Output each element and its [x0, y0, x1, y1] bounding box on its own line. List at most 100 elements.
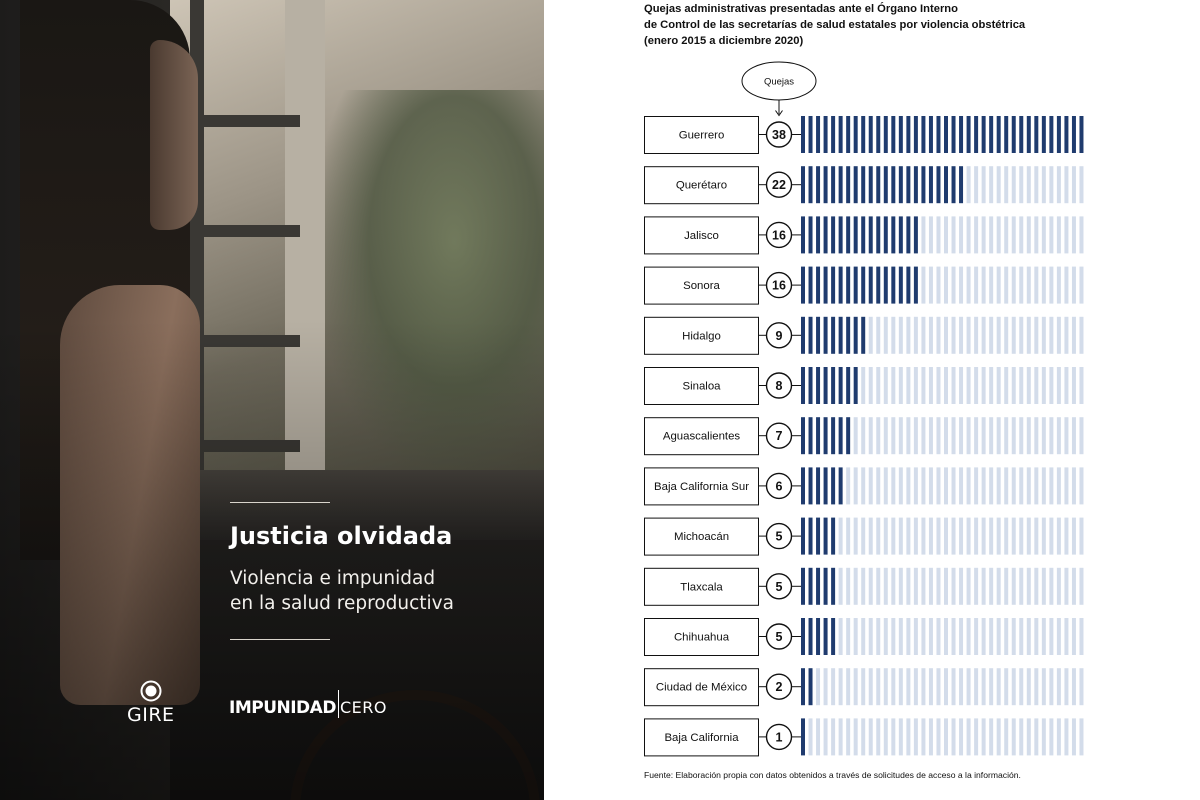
bar-unit-empty: [936, 718, 941, 756]
bar-unit-empty: [1056, 216, 1061, 254]
bar-unit-empty: [1041, 367, 1046, 404]
bar-unit-empty: [1071, 417, 1076, 455]
bar-unit-empty: [891, 567, 896, 605]
bar-unit-empty: [1004, 467, 1009, 505]
bar-unit-empty: [936, 517, 941, 555]
bar-unit-empty: [1079, 216, 1084, 254]
bar-unit-empty: [846, 618, 851, 655]
bar-unit-empty: [1079, 668, 1084, 706]
cover-title: Justicia olvidada: [230, 522, 453, 550]
bar-unit-empty: [906, 567, 911, 605]
bar-unit-empty: [1019, 266, 1024, 304]
bar-unit-filled: [808, 166, 813, 204]
bar-unit-filled: [876, 216, 881, 254]
bar-unit-empty: [861, 367, 866, 404]
bar-unit-filled: [853, 316, 858, 354]
bar-unit-empty: [989, 668, 994, 706]
cover-subtitle: Violencia e impunidad en la salud reprod…: [230, 566, 520, 616]
bar-unit-empty: [1034, 316, 1039, 354]
bar-unit-empty: [974, 216, 979, 254]
bar-unit-empty: [1071, 517, 1076, 555]
bar-unit-filled: [831, 166, 836, 204]
bar-unit-empty: [1026, 517, 1031, 555]
category-label: Aguascalientes: [663, 431, 741, 443]
bar-unit-empty: [959, 216, 964, 254]
category-box: [644, 567, 759, 606]
bar-unit-empty: [928, 266, 933, 304]
bar-unit-empty: [989, 216, 994, 254]
bar-unit-empty: [951, 718, 956, 756]
value-label: 2: [776, 680, 783, 694]
bar-unit-filled: [944, 166, 948, 204]
bar-unit-empty: [996, 668, 1001, 706]
bar-unit-empty: [959, 517, 964, 555]
bar-unit-filled: [853, 166, 858, 204]
bar-unit-empty: [966, 266, 971, 304]
bar-unit-empty: [981, 316, 986, 354]
bar-unit-empty: [808, 718, 813, 756]
category-box: [644, 417, 759, 456]
chart-source-note: Fuente: Elaboración propia con datos obt…: [644, 770, 1021, 780]
bar-unit-filled: [823, 216, 828, 254]
bar-unit-empty: [1004, 367, 1009, 404]
bar-unit-empty: [951, 417, 956, 455]
category-box: [644, 166, 759, 205]
bar-unit-empty: [1064, 467, 1069, 505]
category-label: Michoacán: [674, 531, 729, 543]
bar-unit-empty: [1004, 417, 1009, 455]
quejas-arrowhead-icon: [775, 110, 783, 117]
bar-unit-empty: [1064, 567, 1069, 605]
bar-unit-empty: [846, 517, 851, 555]
bar-unit-filled: [913, 166, 918, 204]
bar-unit-filled: [906, 216, 911, 254]
bar-unit-filled: [913, 266, 918, 304]
bar-unit-empty: [959, 718, 964, 756]
bar-unit-filled: [861, 266, 866, 304]
bar-unit-empty: [1026, 216, 1031, 254]
bar-unit-empty: [1034, 367, 1039, 404]
chart-title-line: (enero 2015 a diciembre 2020): [644, 35, 804, 47]
value-label: 7: [776, 429, 783, 443]
value-label: 16: [772, 228, 786, 242]
bar-unit-filled: [906, 166, 911, 204]
bar-unit-empty: [921, 567, 926, 605]
bar-unit-empty: [921, 216, 926, 254]
bar-unit-filled: [831, 567, 836, 605]
bar-unit-filled: [891, 216, 896, 254]
bar-unit-empty: [981, 668, 986, 706]
bar-unit-filled: [951, 166, 956, 204]
bar-unit-empty: [944, 417, 948, 455]
bar-unit-empty: [1064, 718, 1069, 756]
bar-unit-empty: [974, 618, 979, 655]
bar-unit-filled: [801, 266, 805, 304]
bar-unit-filled: [921, 116, 926, 153]
bar-unit-empty: [974, 517, 979, 555]
bar-unit-filled: [823, 467, 828, 505]
bar-unit-empty: [1019, 166, 1024, 204]
bar-unit-filled: [831, 216, 836, 254]
bar-unit-empty: [959, 567, 964, 605]
bar-unit-empty: [1041, 517, 1046, 555]
bar-unit-empty: [951, 517, 956, 555]
bar-unit-empty: [1056, 266, 1061, 304]
bar-unit-filled: [868, 266, 873, 304]
bar-unit-empty: [868, 367, 873, 404]
bar-unit-empty: [951, 316, 956, 354]
category-label: Baja California: [664, 732, 739, 744]
bar-unit-empty: [853, 467, 858, 505]
bar-unit-empty: [989, 266, 994, 304]
bar-unit-empty: [921, 718, 926, 756]
bar-unit-filled: [816, 367, 821, 404]
bar-unit-empty: [906, 316, 911, 354]
bar-unit-empty: [1004, 216, 1009, 254]
bar-unit-empty: [1041, 567, 1046, 605]
bar-unit-filled: [898, 166, 903, 204]
bar-unit-empty: [1079, 718, 1084, 756]
bar-unit-empty: [974, 417, 979, 455]
bar-unit-filled: [846, 266, 851, 304]
bar-unit-empty: [936, 216, 941, 254]
bar-unit-empty: [989, 567, 994, 605]
bar-unit-empty: [1079, 467, 1084, 505]
bar-unit-empty: [1019, 467, 1024, 505]
bar-unit-filled: [831, 367, 836, 404]
